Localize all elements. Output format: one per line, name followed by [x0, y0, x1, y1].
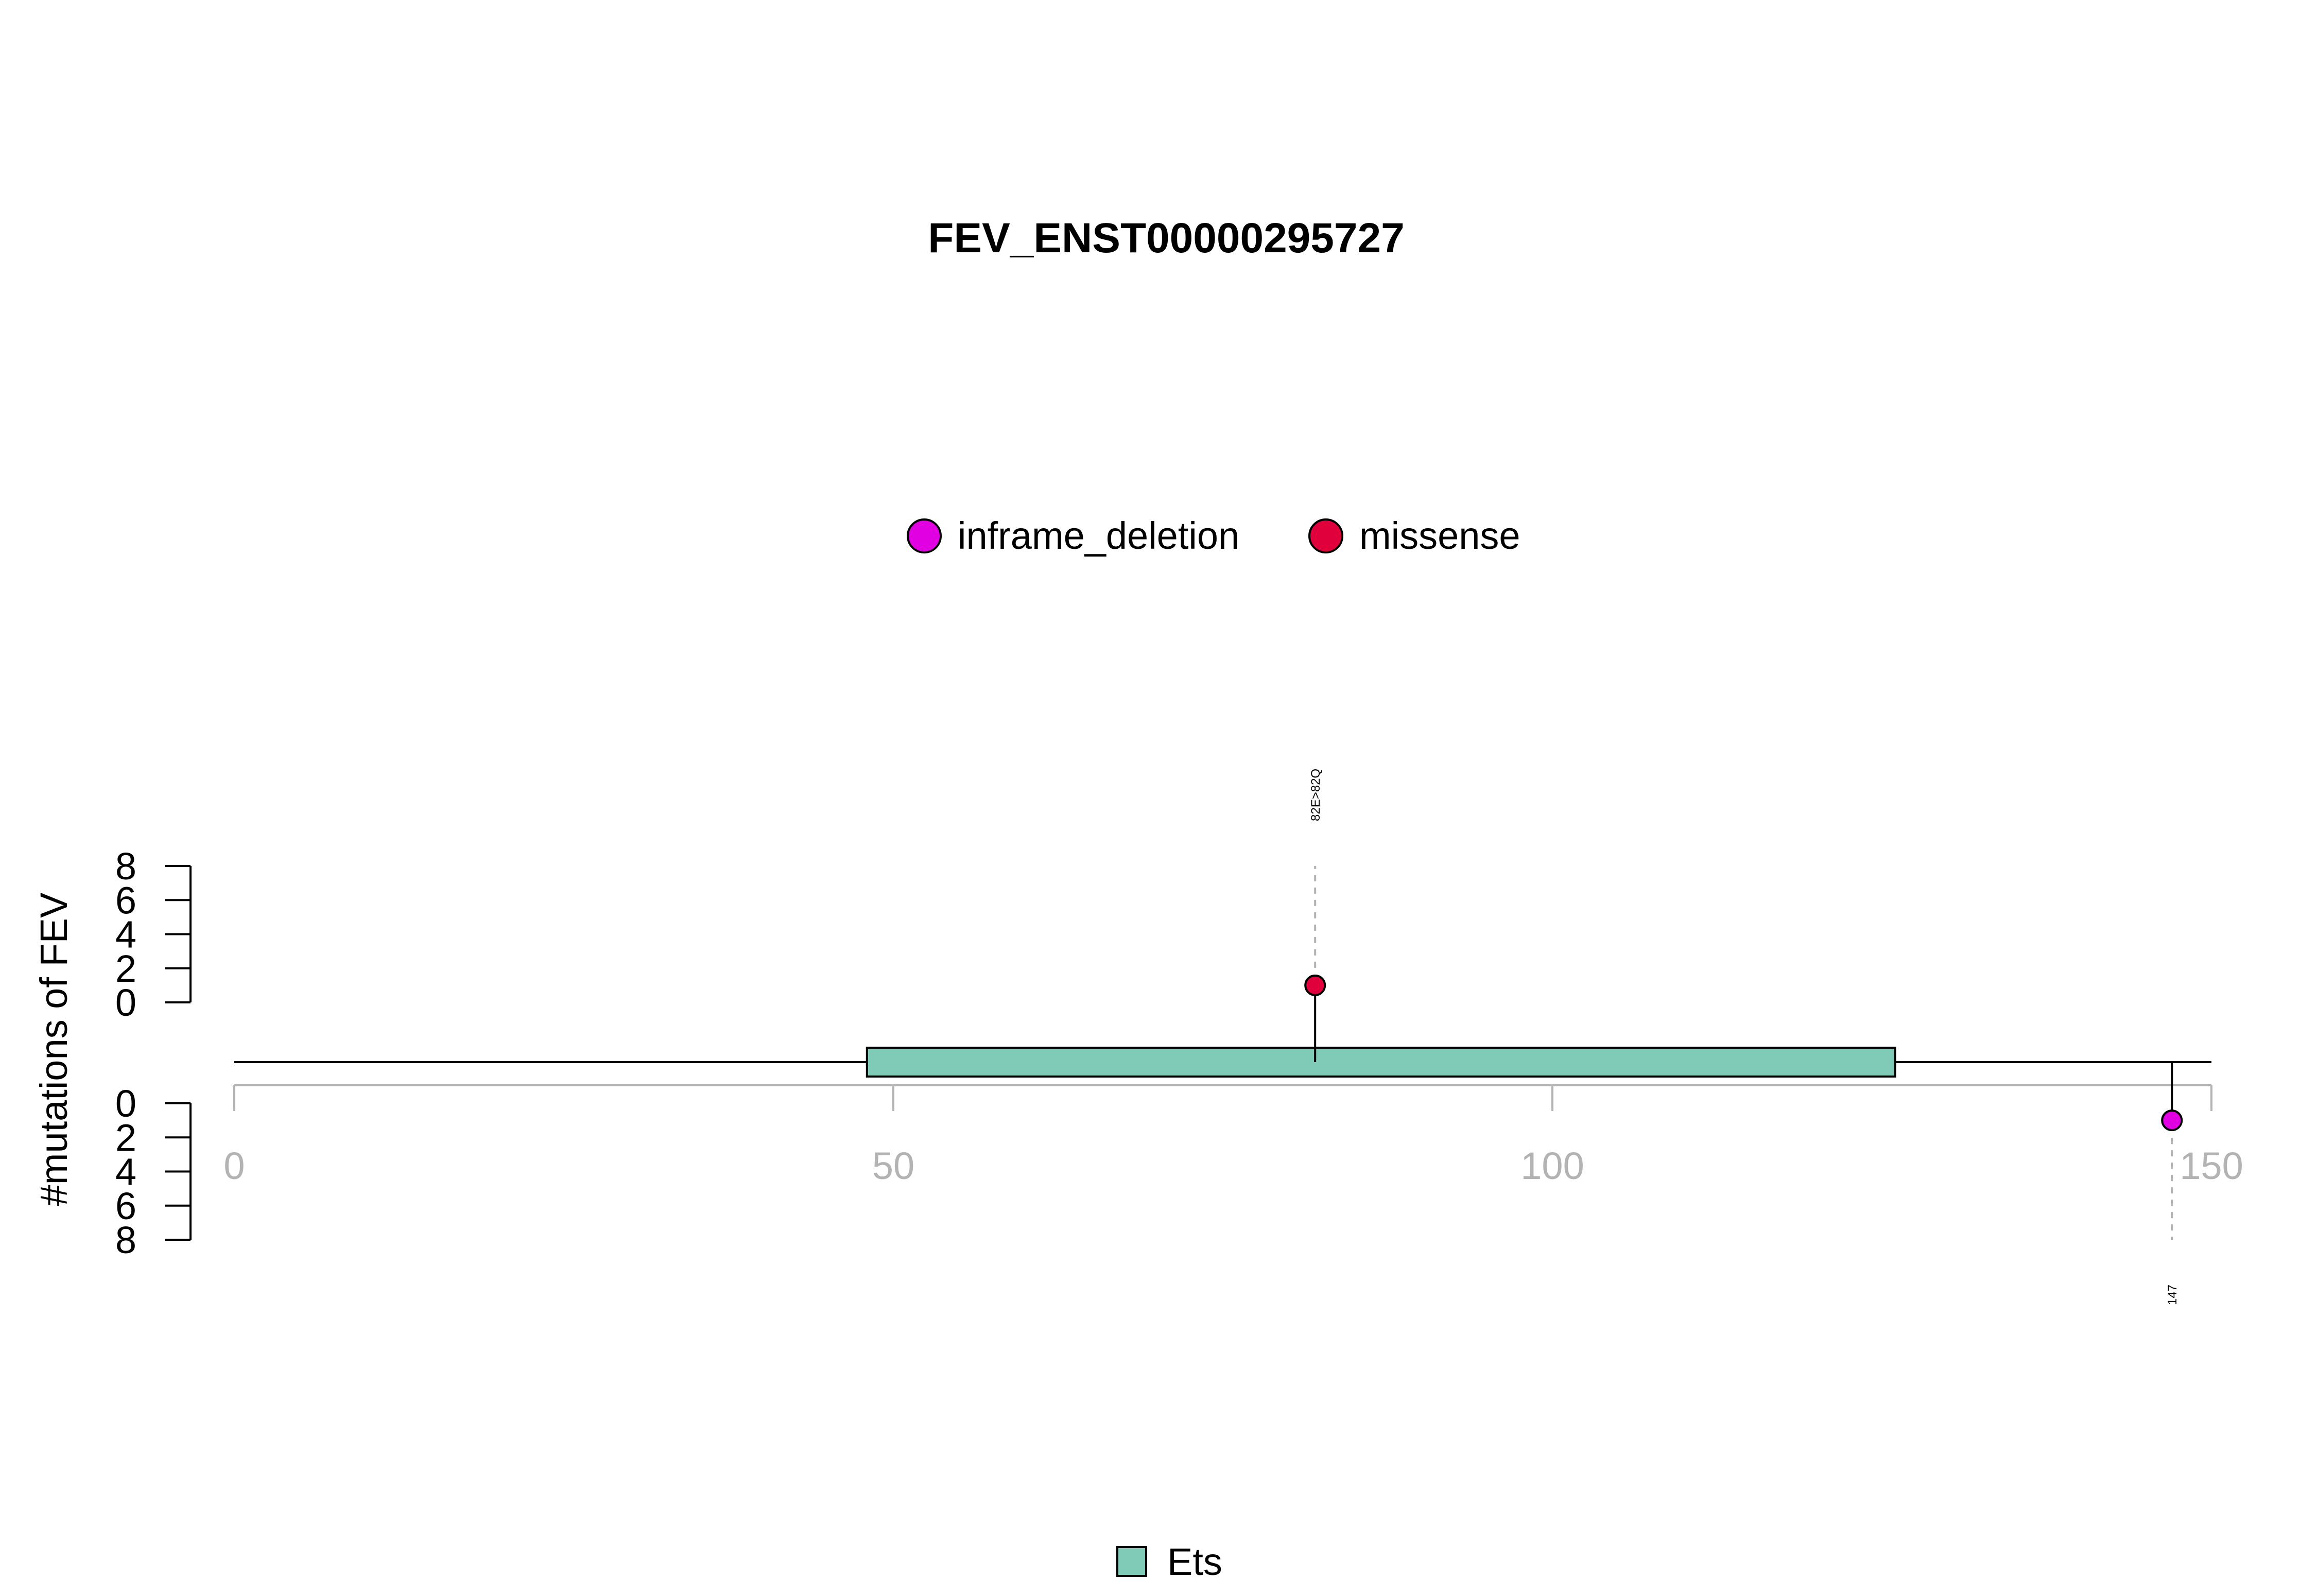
protein-track	[234, 1047, 2211, 1078]
chart-title: FEV_ENST00000295727	[928, 215, 1404, 262]
mutation-lollipops: 82E>82Q 147	[1304, 769, 2183, 1305]
y-tick-label-top-2: 2	[115, 947, 136, 990]
y-tick-label-top-6: 6	[115, 879, 136, 922]
domain-ets	[866, 1047, 1896, 1078]
y-tick-label-top-0: 0	[115, 981, 136, 1024]
mutation-82-point	[1304, 974, 1326, 996]
x-tick-label-50: 50	[872, 1144, 914, 1187]
legend-label-ets: Ets	[1167, 1540, 1222, 1583]
x-tick-label-0: 0	[223, 1144, 245, 1187]
y-tick-label-top-8: 8	[115, 845, 136, 888]
y-tick-label-bottom-6: 6	[115, 1185, 136, 1227]
mutation-82-label: 82E>82Q	[1309, 769, 1323, 821]
legend-top: inframe_deletion missense	[907, 514, 1520, 557]
legend-label-missense: missense	[1359, 514, 1520, 557]
legend-label-inframe-deletion: inframe_deletion	[958, 514, 1239, 557]
x-tick-label-100: 100	[1520, 1144, 1584, 1187]
y-tick-label-bottom-8: 8	[115, 1219, 136, 1261]
legend-marker-inframe-deletion	[907, 518, 942, 553]
mutation-147-label: 147	[2166, 1285, 2180, 1305]
legend-marker-ets	[1116, 1546, 1147, 1577]
y-tick-label-bottom-2: 2	[115, 1116, 136, 1159]
y-axis-label: #mutations of FEV	[32, 892, 75, 1206]
x-tick-label-150: 150	[2180, 1144, 2243, 1187]
x-axis: 0 50 100 150	[223, 1084, 2243, 1187]
legend-bottom: Ets	[1116, 1540, 1222, 1583]
y-tick-label-bottom-4: 4	[115, 1151, 136, 1193]
mutation-147-point	[2161, 1109, 2183, 1132]
y-tick-label-top-4: 4	[115, 913, 136, 956]
y-tick-label-bottom-0: 0	[115, 1082, 136, 1125]
legend-marker-missense	[1308, 518, 1343, 553]
